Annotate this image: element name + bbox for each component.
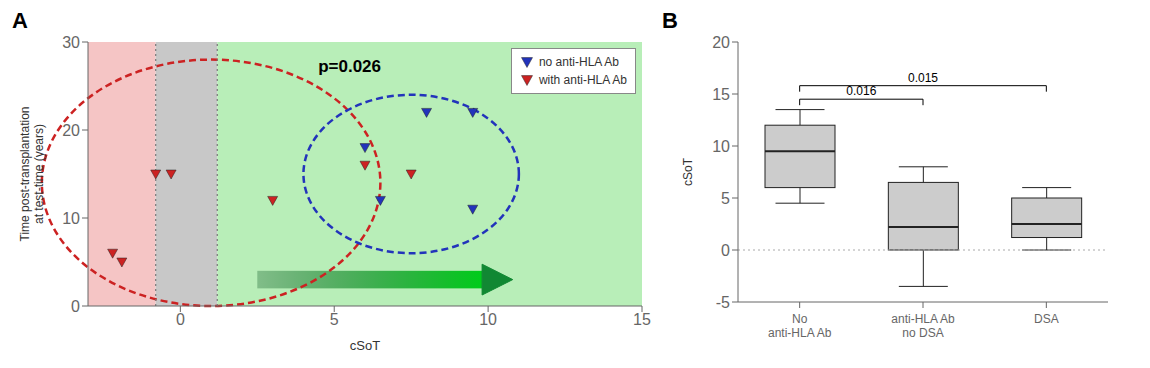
svg-text:15: 15: [633, 311, 651, 328]
html-text:with anti-HLA Ab: with anti-HLA Ab: [538, 73, 627, 87]
html-text:Time post-transplantation at t: Time post-transplantation at test-time (…: [18, 106, 46, 242]
html-text:no anti-HLA Ab: no anti-HLA Ab: [538, 55, 619, 69]
svg-text:30: 30: [62, 34, 80, 51]
svg-text:0: 0: [176, 311, 185, 328]
svg-text:20: 20: [62, 122, 80, 139]
svg-text:15: 15: [712, 86, 730, 103]
svg-text:anti-HLA Abno DSA: anti-HLA Abno DSA: [891, 312, 955, 340]
svg-text:0.016: 0.016: [846, 84, 876, 98]
svg-text:10: 10: [62, 210, 80, 227]
html-text:cSoT: cSoT: [681, 158, 695, 186]
svg-text:20: 20: [712, 34, 730, 51]
svg-text:10: 10: [479, 311, 497, 328]
svg-text:cSoT: cSoT: [350, 338, 380, 353]
svg-text:-5: -5: [716, 294, 730, 311]
svg-text:0.015: 0.015: [908, 71, 938, 85]
svg-text:DSA: DSA: [1034, 312, 1059, 326]
html-text:B: B: [662, 8, 678, 33]
svg-text:0: 0: [721, 242, 730, 259]
svg-text:5: 5: [330, 311, 339, 328]
svg-text:Noanti-HLA Ab: Noanti-HLA Ab: [768, 312, 832, 340]
svg-text:p=0.026: p=0.026: [318, 57, 381, 76]
html-text:A: A: [12, 8, 28, 33]
svg-text:10: 10: [712, 138, 730, 155]
svg-text:0: 0: [71, 298, 80, 315]
svg-text:5: 5: [721, 190, 730, 207]
